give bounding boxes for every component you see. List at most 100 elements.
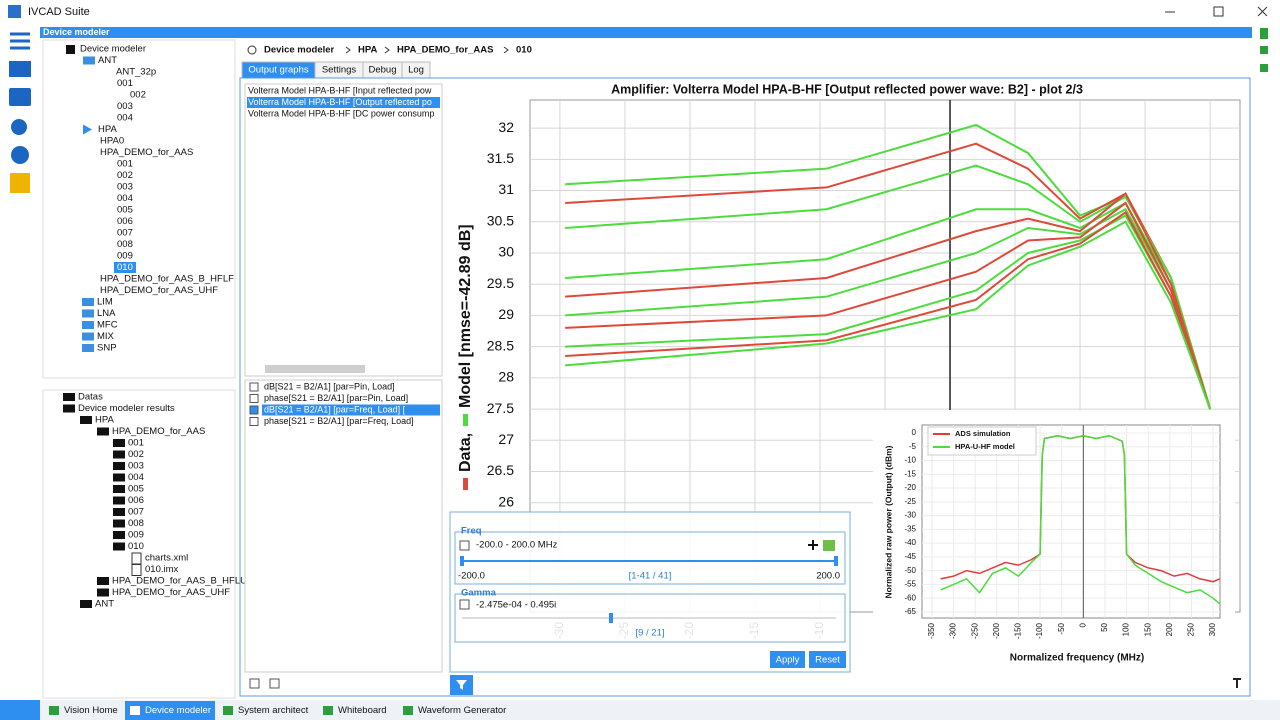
checkbox[interactable] — [250, 418, 258, 426]
filter-item[interactable]: phase[S21 = B2/A1] [par=Freq, Load] — [264, 416, 414, 426]
taskbar-item[interactable]: Device modeler — [145, 705, 211, 716]
legend-swatch — [463, 414, 468, 426]
breadcrumb-item[interactable]: HPA — [358, 45, 377, 56]
explorer-icon[interactable] — [9, 61, 31, 77]
tool-icon[interactable] — [823, 540, 835, 551]
taskbar-item[interactable]: Whiteboard — [338, 705, 387, 716]
tree-item[interactable]: 004 — [117, 193, 133, 204]
y-tick-label: 26 — [498, 493, 514, 509]
tree-item[interactable]: HPA — [98, 124, 117, 135]
tree-item[interactable]: 007 — [128, 507, 144, 518]
folder-icon — [113, 451, 125, 459]
tree-item[interactable]: Device modeler results — [78, 403, 175, 414]
checkbox[interactable] — [250, 406, 258, 414]
settings-icon[interactable] — [11, 146, 29, 164]
checkbox[interactable] — [460, 600, 469, 609]
check-all[interactable] — [250, 679, 259, 688]
graph-item[interactable]: Volterra Model HPA-B-HF [DC power consum… — [248, 108, 434, 118]
filter-panel: Freq-200.0 - 200.0 MHz-200.0[1-41 / 41]2… — [450, 512, 850, 695]
tree-item[interactable]: HPA_DEMO_for_AAS_B_HFLF — [100, 274, 234, 285]
tree-item[interactable]: 006 — [128, 495, 144, 506]
tree-item[interactable]: LIM — [97, 297, 113, 308]
y-tick-label: -25 — [904, 497, 916, 506]
tree-item[interactable]: 005 — [128, 484, 144, 495]
tree-item[interactable]: MFC — [97, 320, 118, 331]
checkbox[interactable] — [460, 541, 469, 550]
tree-item[interactable]: 001 — [117, 159, 133, 170]
slider-handle[interactable] — [609, 613, 613, 623]
tree-item[interactable]: 006 — [117, 216, 133, 227]
tree-item[interactable]: HPA_DEMO_for_AAS_UHF — [112, 587, 230, 598]
help-icon[interactable] — [10, 173, 30, 193]
slider-handle[interactable] — [460, 556, 464, 566]
scrollbar[interactable] — [265, 365, 365, 373]
uncheck-all[interactable] — [270, 679, 279, 688]
graph-item[interactable]: Volterra Model HPA-B-HF [Output reflecte… — [248, 97, 432, 107]
tree-item[interactable]: 001 — [117, 78, 133, 89]
filter-item[interactable]: dB[S21 = B2/A1] [par=Pin, Load] — [264, 381, 395, 391]
tree-item[interactable]: MIX — [97, 331, 115, 342]
slider-min: -200.0 — [458, 571, 485, 582]
tree-item[interactable]: HPA_DEMO_for_AAS — [112, 426, 205, 437]
tree-item[interactable]: 008 — [128, 518, 144, 529]
tree-item[interactable]: 009 — [117, 251, 133, 262]
taskbar-item[interactable]: System architect — [238, 705, 309, 716]
tree-item[interactable]: charts.xml — [145, 553, 188, 564]
tree-item[interactable]: SNP — [97, 343, 117, 354]
tree-item[interactable]: ANT — [98, 55, 117, 66]
tree-item[interactable]: 007 — [117, 228, 133, 239]
tab-label: Output graphs — [248, 65, 308, 76]
tree-item[interactable]: 008 — [117, 239, 133, 250]
tree-item[interactable]: Datas — [78, 392, 103, 403]
tree-item[interactable]: 001 — [128, 438, 144, 449]
breadcrumb-item[interactable]: HPA_DEMO_for_AAS — [397, 45, 493, 56]
tree-item[interactable]: 004 — [117, 113, 133, 124]
tree-item[interactable]: 003 — [117, 101, 133, 112]
tree-item[interactable]: HPA_DEMO_for_AAS — [100, 147, 193, 158]
slider-handle[interactable] — [834, 556, 838, 566]
inset-chart: 0-5-10-15-20-25-30-35-40-45-50-55-60-65-… — [873, 410, 1235, 672]
debug-icon[interactable] — [11, 119, 27, 135]
pin-icon[interactable] — [1233, 679, 1241, 688]
tree-item[interactable]: 004 — [128, 472, 144, 483]
tree-item[interactable]: 003 — [128, 461, 144, 472]
tree-item[interactable]: 005 — [117, 205, 133, 216]
tree-item[interactable]: 003 — [117, 182, 133, 193]
tree-item[interactable]: HPA_DEMO_for_AAS_UHF — [100, 285, 218, 296]
x-tick-label: -200 — [992, 622, 1001, 639]
tree-item[interactable]: 002 — [117, 170, 133, 181]
filter-item[interactable]: phase[S21 = B2/A1] [par=Pin, Load] — [264, 393, 408, 403]
tree-item[interactable]: 009 — [128, 530, 144, 541]
side-icon[interactable] — [1260, 46, 1268, 54]
tree-item[interactable]: HPA0 — [100, 136, 124, 147]
tree-item[interactable]: ANT — [95, 599, 114, 610]
console-icon[interactable] — [9, 88, 31, 106]
tree-item[interactable]: 010 — [128, 541, 144, 552]
y-tick-label: 27 — [498, 431, 514, 447]
tree-item[interactable]: LNA — [97, 308, 116, 319]
breadcrumb-item[interactable]: 010 — [516, 45, 532, 56]
tree-item[interactable]: 010 — [117, 262, 133, 273]
tree-item[interactable]: 010.imx — [145, 564, 179, 575]
tree-item[interactable]: 002 — [128, 449, 144, 460]
checkbox[interactable] — [250, 383, 258, 391]
x-tick-label: 200 — [1165, 622, 1174, 636]
tree-item[interactable]: ANT_32p — [116, 67, 156, 78]
taskbar-item[interactable]: Vision Home — [64, 705, 118, 716]
y-tick-label: -35 — [904, 524, 916, 533]
tree-item[interactable]: Device modeler — [80, 44, 146, 55]
side-icon[interactable] — [1260, 64, 1268, 72]
tab-icon — [403, 706, 413, 715]
taskbar-pin[interactable] — [0, 700, 40, 720]
filter-item[interactable]: dB[S21 = B2/A1] [par=Freq, Load] [ — [264, 404, 406, 414]
x-tick-label: 250 — [1187, 622, 1196, 636]
tree-item[interactable]: HPA_DEMO_for_AAS_B_HFLU — [112, 576, 247, 587]
graph-item[interactable]: Volterra Model HPA-B-HF [Input reflected… — [248, 85, 432, 95]
tree-item[interactable]: HPA — [95, 415, 114, 426]
y-label: Data,Model [nmse=-42.89 dB] — [457, 224, 474, 490]
side-icon[interactable] — [1260, 28, 1268, 39]
checkbox[interactable] — [250, 395, 258, 403]
tree-item[interactable]: 002 — [130, 90, 146, 101]
taskbar-item[interactable]: Waveform Generator — [418, 705, 506, 716]
breadcrumb-item[interactable]: Device modeler — [264, 45, 335, 56]
